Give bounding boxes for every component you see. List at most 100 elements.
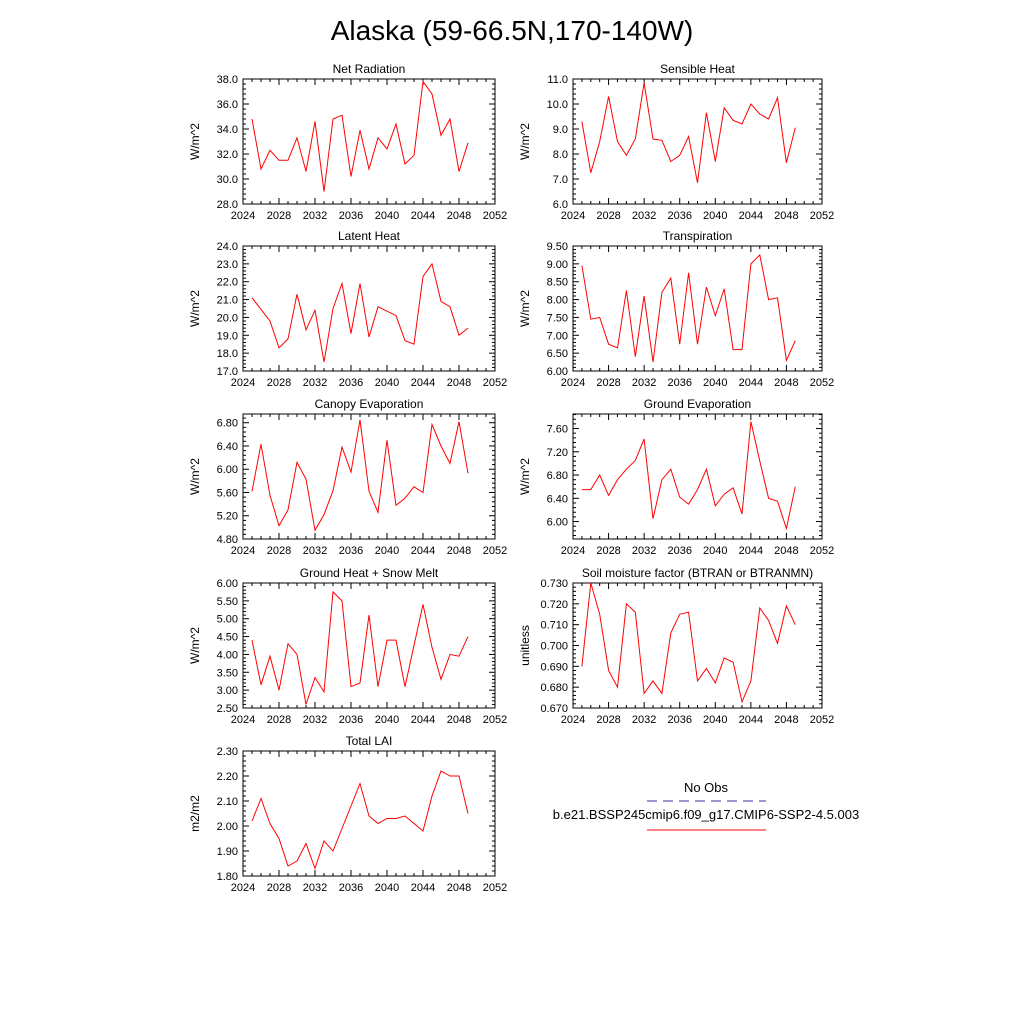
y-tick-label: 6.50	[547, 348, 568, 360]
y-tick-label: 11.0	[547, 74, 568, 86]
panel-title: Ground Evaporation	[644, 397, 751, 411]
x-tick-label: 2032	[632, 714, 656, 726]
y-tick-label: 3.00	[217, 685, 238, 697]
x-tick-label: 2024	[231, 210, 255, 222]
x-tick-label: 2028	[267, 882, 291, 894]
x-tick-label: 2044	[739, 714, 763, 726]
y-tick-label: 4.00	[217, 649, 238, 661]
plot-frame	[242, 750, 496, 877]
x-tick-label: 2048	[447, 882, 471, 894]
y-tick-label: 0.670	[540, 703, 568, 715]
y-tick-label: 6.40	[547, 493, 568, 505]
y-axis-label: W/m^2	[188, 123, 202, 160]
model-series-line	[251, 419, 469, 532]
y-tick-label: 32.0	[217, 149, 238, 161]
model-series-line	[581, 82, 796, 183]
plot-frame	[572, 78, 823, 205]
y-tick-label: 7.50	[547, 312, 568, 324]
y-tick-label: 0.680	[540, 682, 568, 694]
x-tick-label: 2036	[667, 714, 691, 726]
chart-panel: Soil moisture factor (BTRAN or BTRANMN) u…	[518, 566, 834, 726]
x-tick-label: 2048	[774, 377, 798, 389]
x-tick-label: 2044	[411, 210, 435, 222]
x-tick-label: 2048	[447, 210, 471, 222]
y-tick-label: 0.690	[540, 661, 568, 673]
x-tick-label: 2032	[303, 210, 327, 222]
y-tick-label: 5.60	[217, 487, 238, 499]
x-tick-label: 2028	[596, 210, 620, 222]
model-series-line	[251, 770, 469, 871]
model-series-line	[581, 253, 796, 363]
y-tick-label: 6.80	[547, 470, 568, 482]
x-tick-label: 2040	[375, 210, 399, 222]
model-series-line	[581, 421, 796, 531]
chart-panel: Canopy Evaporation W/m^2 2024 2028 2032 2036 2…	[188, 397, 507, 557]
x-tick-label: 2028	[596, 714, 620, 726]
y-tick-label: 9.0	[553, 124, 568, 136]
y-axis-label: W/m^2	[518, 290, 532, 327]
y-axis-label: W/m^2	[188, 290, 202, 327]
y-tick-label: 2.00	[217, 821, 238, 833]
plot-frame	[242, 78, 496, 205]
x-tick-label: 2040	[703, 545, 727, 557]
x-tick-label: 2052	[483, 377, 507, 389]
x-tick-label: 2040	[375, 714, 399, 726]
panel-title: Total LAI	[346, 734, 393, 748]
x-tick-label: 2032	[632, 545, 656, 557]
panel-grid: Net Radiation W/m^2 2024 2028 2032 2036 2040 20…	[188, 62, 834, 894]
x-tick-label: 2036	[667, 545, 691, 557]
model-series-line	[251, 262, 469, 363]
y-tick-label: 3.50	[217, 667, 238, 679]
x-tick-label: 2048	[447, 545, 471, 557]
panel-title: Net Radiation	[333, 62, 406, 76]
x-tick-label: 2028	[596, 545, 620, 557]
y-tick-label: 0.700	[540, 641, 568, 653]
y-tick-label: 5.20	[217, 511, 238, 523]
x-tick-label: 2036	[339, 882, 363, 894]
x-tick-label: 2048	[774, 714, 798, 726]
x-tick-label: 2044	[411, 377, 435, 389]
model-series-line	[581, 582, 796, 704]
x-tick-label: 2048	[447, 714, 471, 726]
legend: No Obs b.e21.BSSP245cmip6.f09_g17.CMIP6-…	[553, 780, 859, 831]
y-tick-label: 1.90	[217, 846, 238, 858]
y-axis-label: unitless	[518, 625, 532, 666]
y-tick-label: 23.0	[217, 259, 238, 271]
x-tick-label: 2024	[561, 210, 585, 222]
x-tick-label: 2044	[739, 545, 763, 557]
x-tick-label: 2024	[231, 377, 255, 389]
x-tick-label: 2036	[667, 377, 691, 389]
y-tick-label: 4.80	[217, 534, 238, 546]
y-tick-label: 19.0	[217, 330, 238, 342]
x-tick-label: 2024	[561, 714, 585, 726]
x-tick-label: 2048	[447, 377, 471, 389]
x-tick-label: 2032	[632, 210, 656, 222]
x-tick-label: 2052	[483, 882, 507, 894]
panel-title: Ground Heat + Snow Melt	[300, 566, 439, 580]
plot-frame	[242, 582, 496, 709]
x-tick-label: 2028	[267, 210, 291, 222]
plot-frame	[242, 245, 496, 372]
x-tick-label: 2048	[774, 545, 798, 557]
model-series-line	[251, 590, 469, 705]
chart-panel: Sensible Heat W/m^2 2024 2028 2032 2036 2040 20…	[518, 62, 834, 222]
y-tick-label: 5.00	[217, 614, 238, 626]
x-tick-label: 2032	[303, 545, 327, 557]
chart-panel: Net Radiation W/m^2 2024 2028 2032 2036 2040 20…	[188, 62, 507, 222]
plot-frame	[572, 582, 823, 709]
legend-obs-label: No Obs	[684, 780, 729, 795]
y-axis-label: W/m^2	[518, 123, 532, 160]
model-series-line	[251, 80, 469, 192]
y-tick-label: 6.00	[217, 578, 238, 590]
y-tick-label: 36.0	[217, 99, 238, 111]
panel-title: Transpiration	[663, 229, 733, 243]
y-tick-label: 2.20	[217, 771, 238, 783]
panel-title: Soil moisture factor (BTRAN or BTRANMN)	[582, 566, 813, 580]
y-tick-label: 0.710	[540, 620, 568, 632]
legend-model-label: b.e21.BSSP245cmip6.f09_g17.CMIP6-SSP2-4.…	[553, 807, 859, 822]
x-tick-label: 2044	[411, 882, 435, 894]
y-tick-label: 4.50	[217, 632, 238, 644]
y-tick-label: 9.50	[547, 241, 568, 253]
chart-panel: Latent Heat W/m^2 2024 2028 2032 2036 2040 2044…	[188, 229, 507, 389]
x-tick-label: 2036	[339, 210, 363, 222]
